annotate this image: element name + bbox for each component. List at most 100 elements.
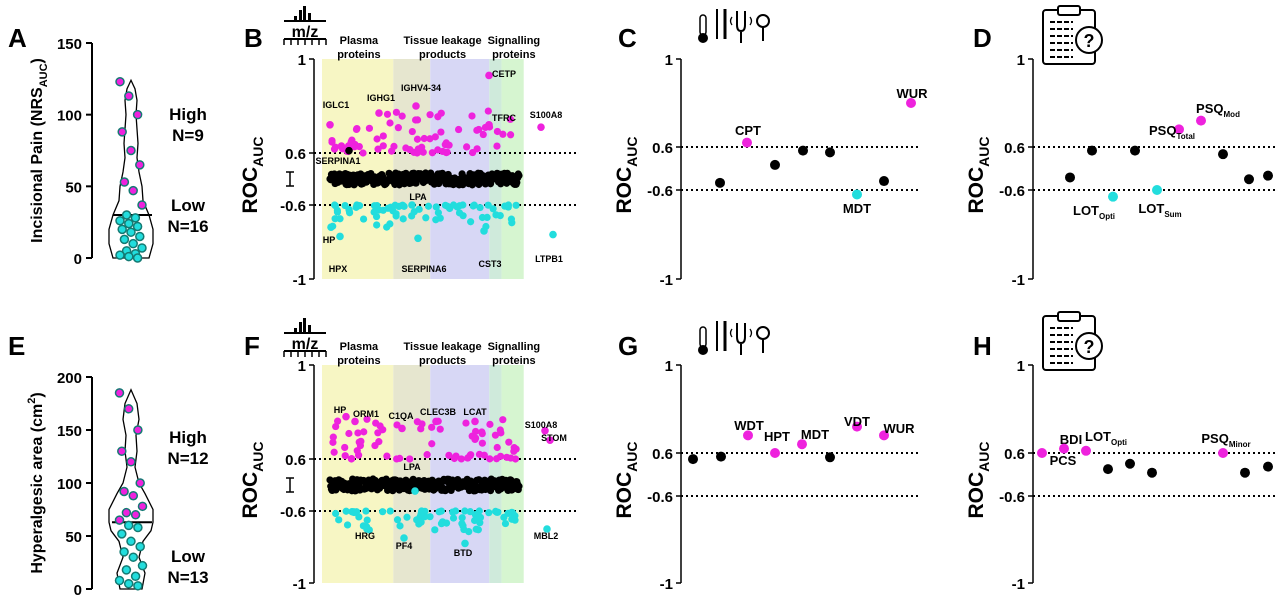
protein-point-low <box>389 207 397 215</box>
band-plasma <box>322 365 394 583</box>
measure-point <box>743 430 753 441</box>
subject-point <box>124 91 134 101</box>
protein-point-high <box>454 125 463 134</box>
protein-point-high <box>379 132 387 140</box>
subject-point <box>137 560 148 571</box>
y-tick-label: 1 <box>665 358 673 375</box>
y-tick-label: 0.6 <box>1004 140 1025 157</box>
protein-point-annotated <box>485 71 493 80</box>
protein-point-neutral <box>515 482 523 490</box>
subject-point <box>128 238 138 249</box>
protein-point-high <box>499 416 507 424</box>
band-signalling-b <box>501 59 524 279</box>
mass-spec-icon: m/z <box>283 6 327 45</box>
thermometer-icon <box>698 326 708 355</box>
protein-point-high <box>507 454 515 462</box>
measure-point <box>798 145 808 156</box>
y-axis-label: Hyperalgesic area (cm2) <box>26 392 46 573</box>
y-tick-label: 0.6 <box>1004 446 1025 463</box>
protein-point-low <box>363 516 371 524</box>
protein-point-high <box>442 139 450 147</box>
protein-label: S100A8 <box>530 110 563 120</box>
protein-point-low <box>504 201 513 209</box>
vibration-waves <box>729 328 753 338</box>
subject-point <box>119 547 129 557</box>
panel-letter-a: A <box>8 23 27 53</box>
band-header-plasma: proteins <box>337 49 380 61</box>
roc-axis-label: ROCAUC <box>613 136 640 213</box>
protein-point-low <box>422 214 430 222</box>
protein-point-high <box>353 447 361 455</box>
band-header-signalling: Signalling <box>488 35 541 47</box>
measure-point <box>825 147 835 158</box>
band-plasma <box>322 59 394 279</box>
y-tick-label: 0.6 <box>652 446 673 463</box>
protein-point-high <box>497 429 505 437</box>
protein-point-low <box>331 201 339 209</box>
von-frey-icon <box>716 321 727 351</box>
protein-point-annotated <box>461 539 469 548</box>
protein-point-low <box>373 202 381 210</box>
protein-point-high <box>365 124 374 132</box>
fork <box>736 323 746 355</box>
protein-point-annotated <box>411 487 419 495</box>
measure-point <box>1087 145 1097 156</box>
protein-point-low <box>393 516 402 524</box>
measure-label: PSQTotal <box>1149 123 1195 141</box>
protein-point-high <box>348 455 356 463</box>
y-tick-label: -1 <box>1012 576 1025 593</box>
subject-point <box>114 575 125 586</box>
subject-point <box>117 127 127 137</box>
protein-label: STOM <box>541 433 567 443</box>
protein-point-high <box>394 124 402 132</box>
subject-point <box>130 213 141 223</box>
low-group-count: N=16 <box>167 217 208 236</box>
measure-label: WDT <box>734 418 764 433</box>
y-tick-label: 100 <box>57 108 82 125</box>
protein-point-annotated <box>541 427 549 435</box>
protein-point-low <box>449 514 458 522</box>
protein-point-low <box>373 221 381 229</box>
y-tick-label: -1 <box>293 272 306 289</box>
y-tick-label: 0.6 <box>652 140 673 157</box>
protein-point-high <box>434 113 442 121</box>
clipboard-clip <box>1057 311 1081 322</box>
protein-point-low <box>426 513 434 521</box>
subject-point <box>132 109 143 120</box>
measure-point <box>852 421 862 432</box>
protein-label: SERPINA1 <box>315 156 360 166</box>
roc-label-main: ROC <box>965 167 988 214</box>
measure-point <box>1059 443 1069 454</box>
measure-point <box>879 430 889 441</box>
protein-point-low <box>431 526 439 534</box>
band-header-tissue: products <box>419 49 466 61</box>
protein-point-high <box>493 127 502 136</box>
protein-point-high <box>408 127 416 136</box>
measure-label: MDT <box>801 427 829 442</box>
protein-point-high <box>445 451 453 459</box>
vibration-fork-icon <box>729 323 753 355</box>
protein-point-high <box>486 420 494 428</box>
measure-point <box>1218 149 1228 160</box>
neutral-range-bracket <box>286 171 294 187</box>
spectrum-bar <box>294 16 297 20</box>
protein-point-high <box>341 452 349 460</box>
protein-point-low <box>432 216 440 224</box>
protein-point-low <box>508 219 516 227</box>
subscript: Minor <box>1229 440 1251 449</box>
protein-point-high <box>360 428 368 436</box>
measure-point <box>1130 145 1140 156</box>
y-tick-label: 1 <box>298 358 306 375</box>
label-part: ) <box>29 58 46 63</box>
protein-point-high <box>472 427 480 436</box>
subscript: Opti <box>1099 212 1115 221</box>
high-group-count: N=12 <box>167 449 208 468</box>
protein-point-high <box>505 438 513 446</box>
vibration-waves <box>729 16 753 26</box>
measure-point <box>770 159 780 170</box>
y-tick-label: 150 <box>57 423 82 440</box>
protein-label: LTPB1 <box>535 254 563 264</box>
subject-point <box>130 571 141 582</box>
roc-label-main: ROC <box>239 167 262 214</box>
band-tissue-b <box>430 59 490 279</box>
